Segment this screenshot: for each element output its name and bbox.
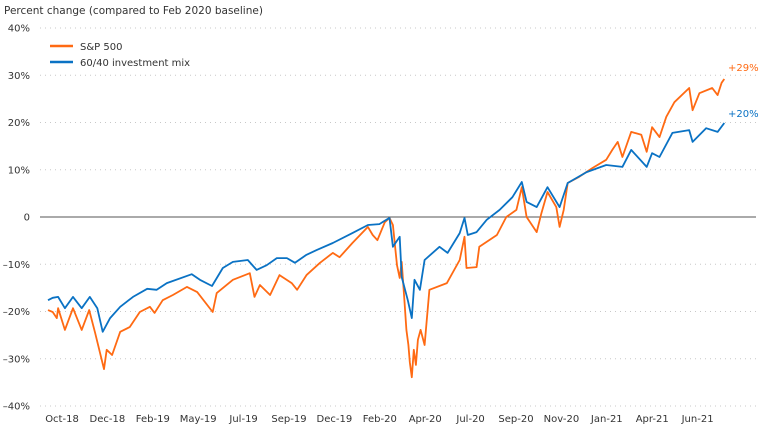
legend-label-sp500: S&P 500	[80, 42, 122, 53]
chart-title: Percent change (compared to Feb 2020 bas…	[4, 5, 263, 17]
x-tick-label: Dec-19	[317, 414, 353, 425]
x-tick-label: Jan-21	[590, 414, 623, 425]
x-tick-label: Nov-20	[544, 414, 580, 425]
y-tick-label: –40%	[3, 402, 30, 413]
x-tick-label: Jun-21	[681, 414, 714, 425]
end-label-6040: +20%	[728, 109, 759, 120]
series-line-6040	[47, 122, 726, 333]
x-tick-label: Sep-20	[498, 414, 533, 425]
end-label-sp500: +29%	[728, 63, 759, 74]
x-tick-label: Sep-19	[271, 414, 306, 425]
x-axis: Oct-18 Dec-18 Feb-19 May-19 Jul-19 Sep-19 Dec-…	[45, 414, 713, 425]
y-tick-label: 30%	[8, 71, 30, 82]
x-tick-label: Jul-19	[228, 414, 257, 425]
x-tick-label: May-19	[180, 414, 217, 425]
x-tick-label: Oct-18	[45, 414, 79, 425]
y-tick-label: 20%	[8, 118, 30, 129]
x-tick-label: Jul-20	[455, 414, 484, 425]
y-tick-label: 10%	[8, 165, 30, 176]
series-line-sp500	[47, 78, 726, 379]
x-tick-label: Dec-18	[90, 414, 126, 425]
y-axis: 40% 30% 20% 10% 0 –10% –20% –30% –40%	[3, 24, 30, 413]
x-tick-label: Apr-21	[636, 414, 669, 425]
y-tick-label: –20%	[3, 307, 30, 318]
legend-label-6040: 60/40 investment mix	[80, 58, 190, 69]
gridlines	[40, 27, 756, 407]
x-tick-label: Apr-20	[409, 414, 442, 425]
legend: S&P 500 60/40 investment mix	[50, 42, 190, 69]
series-lines	[47, 78, 726, 379]
y-tick-label: 0	[24, 213, 30, 224]
y-tick-label: –10%	[3, 260, 30, 271]
y-tick-label: –30%	[3, 354, 30, 365]
y-tick-label: 40%	[8, 24, 30, 35]
x-tick-label: Feb-20	[363, 414, 397, 425]
x-tick-label: Feb-19	[136, 414, 170, 425]
